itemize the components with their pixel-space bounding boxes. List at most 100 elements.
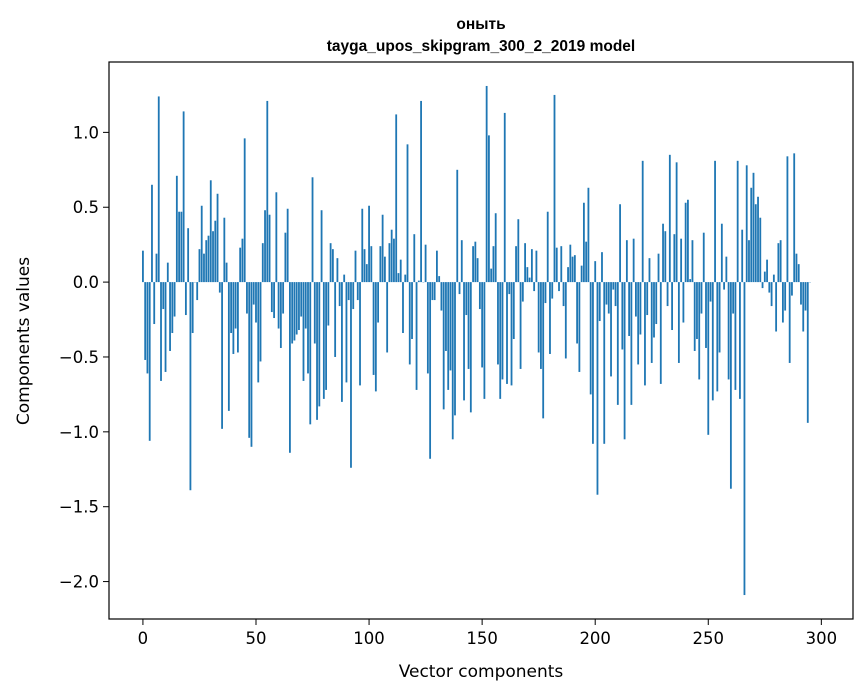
bar-182	[553, 94, 556, 283]
bar-70	[300, 282, 303, 317]
bar-222	[644, 282, 646, 386]
bar-153	[488, 135, 490, 283]
bar-5	[153, 282, 156, 325]
bar-133	[442, 282, 445, 410]
x-tick-label-0: 0	[138, 629, 149, 648]
bar-139	[456, 169, 459, 283]
bar-184	[558, 282, 560, 292]
bar-171	[528, 277, 531, 283]
bar-252	[711, 282, 714, 401]
y-tick-label-0: 1.0	[73, 123, 99, 142]
bar-156	[494, 213, 497, 283]
bar-68	[295, 282, 298, 335]
bar-269	[750, 187, 753, 283]
bar-21	[189, 282, 192, 491]
bar-228	[657, 253, 660, 283]
bar-73	[307, 282, 309, 374]
bar-206	[607, 282, 610, 314]
bar-273	[759, 217, 762, 283]
bar-284	[784, 282, 787, 311]
bar-265	[741, 229, 744, 283]
bar-41	[234, 282, 237, 329]
bar-169	[524, 243, 526, 283]
bar-50	[255, 282, 257, 323]
bar-229	[659, 282, 662, 384]
bar-168	[521, 282, 524, 302]
bar-86	[336, 258, 339, 283]
bar-111	[393, 238, 395, 283]
bar-88	[341, 282, 343, 402]
bar-275	[763, 271, 766, 283]
bar-142	[463, 282, 465, 401]
bar-164	[512, 282, 515, 339]
bar-112	[395, 114, 398, 283]
x-tick-label-250: 250	[693, 629, 725, 648]
bar-209	[614, 282, 617, 307]
bar-77	[316, 282, 318, 420]
bar-116	[404, 274, 407, 283]
bar-148	[476, 258, 479, 283]
y-tick-label-6: −2.0	[59, 573, 99, 592]
bar-272	[757, 196, 759, 283]
bar-120	[413, 234, 416, 283]
bar-103	[374, 282, 377, 392]
bar-143	[465, 282, 468, 316]
bar-2	[146, 282, 149, 374]
bar-95	[356, 282, 359, 301]
bar-28	[205, 240, 208, 283]
bar-170	[526, 267, 529, 283]
bar-127	[429, 282, 432, 459]
bar-195	[582, 202, 585, 283]
bar-0	[142, 250, 144, 283]
bar-78	[318, 282, 321, 407]
bar-217	[632, 238, 635, 283]
bar-53	[261, 243, 264, 283]
bar-211	[619, 204, 621, 283]
bar-246	[698, 282, 701, 380]
bar-22	[191, 282, 194, 334]
x-axis-ticks: 0 50 100 150 200 250 300	[138, 619, 837, 648]
bar-250	[707, 282, 710, 435]
bar-130	[436, 250, 438, 283]
bar-233	[668, 154, 671, 283]
bar-35	[221, 282, 223, 429]
bar-198	[589, 282, 592, 395]
bar-136	[449, 282, 452, 371]
bar-79	[320, 210, 323, 283]
bar-84	[331, 249, 334, 283]
bar-24	[196, 282, 199, 301]
bar-216	[630, 282, 633, 405]
bar-55	[266, 100, 269, 283]
bar-274	[761, 282, 764, 289]
bar-154	[490, 268, 493, 283]
bar-146	[472, 246, 474, 283]
bar-29	[207, 235, 210, 283]
x-axis-label: Vector components	[399, 662, 564, 682]
bar-174	[535, 250, 538, 283]
bar-291	[800, 282, 802, 305]
chart-title: оныть	[456, 16, 505, 33]
bar-19	[184, 282, 187, 316]
bar-225	[650, 282, 653, 363]
bar-128	[431, 282, 434, 301]
bar-110	[390, 229, 393, 283]
bar-20	[187, 228, 190, 283]
bar-11	[166, 262, 169, 283]
bar-91	[347, 282, 350, 301]
bar-8	[160, 282, 162, 381]
bar-277	[768, 282, 771, 293]
x-tick-label-50: 50	[245, 629, 266, 648]
bar-67	[293, 282, 296, 341]
bar-30	[209, 180, 212, 283]
bar-263	[736, 160, 739, 283]
bar-282	[779, 240, 782, 283]
bar-151	[483, 282, 486, 399]
y-tick-label-2: 0.0	[73, 273, 99, 292]
bar-126	[426, 282, 429, 374]
x-tick-label-300: 300	[806, 629, 838, 648]
bar-107	[383, 256, 386, 283]
bar-255	[718, 282, 721, 353]
bar-105	[379, 246, 382, 283]
bar-25	[198, 249, 201, 283]
bar-152	[485, 85, 488, 283]
